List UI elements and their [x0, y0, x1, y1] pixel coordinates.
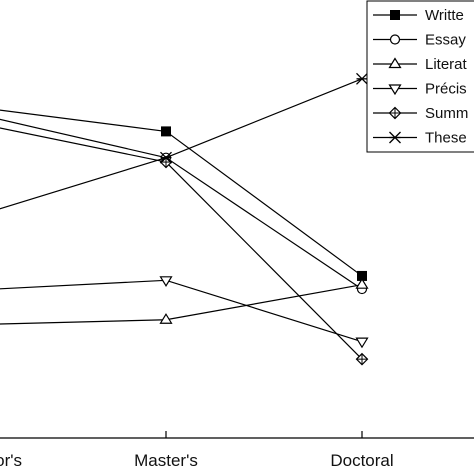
legend-item: These [373, 130, 467, 147]
legend-marker [389, 131, 401, 144]
series-3 [0, 278, 369, 325]
data-point [356, 72, 368, 85]
x-tick-label: Doctoral [330, 451, 393, 470]
series-line [0, 118, 363, 290]
legend-label: Writte [425, 7, 464, 24]
data-point [160, 151, 172, 164]
chart-axes: or's Master's Doctoral [0, 431, 474, 470]
legend-marker [389, 34, 401, 45]
series-layer [0, 72, 369, 366]
legend-label: Summ [425, 105, 468, 122]
legend-item: Summ [373, 105, 468, 122]
x-tick-label: or's [0, 451, 22, 470]
series-line [0, 279, 363, 343]
legend-marker [388, 84, 402, 96]
legend-item: Writte [373, 7, 464, 24]
series-line [0, 109, 363, 277]
series-1 [0, 109, 367, 281]
series-4 [0, 276, 369, 349]
data-point [159, 155, 173, 169]
data-point [161, 126, 171, 137]
legend-marker [388, 106, 402, 120]
legend-label: Précis [425, 81, 467, 98]
series-6 [0, 72, 368, 210]
legend-item: Précis [373, 81, 467, 98]
legend-item: Literat [373, 56, 468, 73]
series-line [0, 78, 363, 210]
legend-box [366, 0, 474, 153]
legend-marker [388, 57, 402, 69]
data-point [355, 337, 369, 349]
data-point [355, 278, 369, 289]
legend-label: These [425, 130, 467, 147]
x-tick-label: Master's [134, 451, 198, 470]
data-point [355, 352, 369, 366]
series-5 [0, 127, 369, 366]
legend-item: Essay [373, 32, 466, 49]
data-point [159, 276, 173, 287]
legend-marker [390, 10, 400, 20]
legend-label: Essay [425, 32, 466, 49]
data-point [159, 313, 173, 324]
legend-label: Literat [425, 56, 468, 73]
legend: Writte Essay Literat Précis Summ These [366, 0, 474, 153]
